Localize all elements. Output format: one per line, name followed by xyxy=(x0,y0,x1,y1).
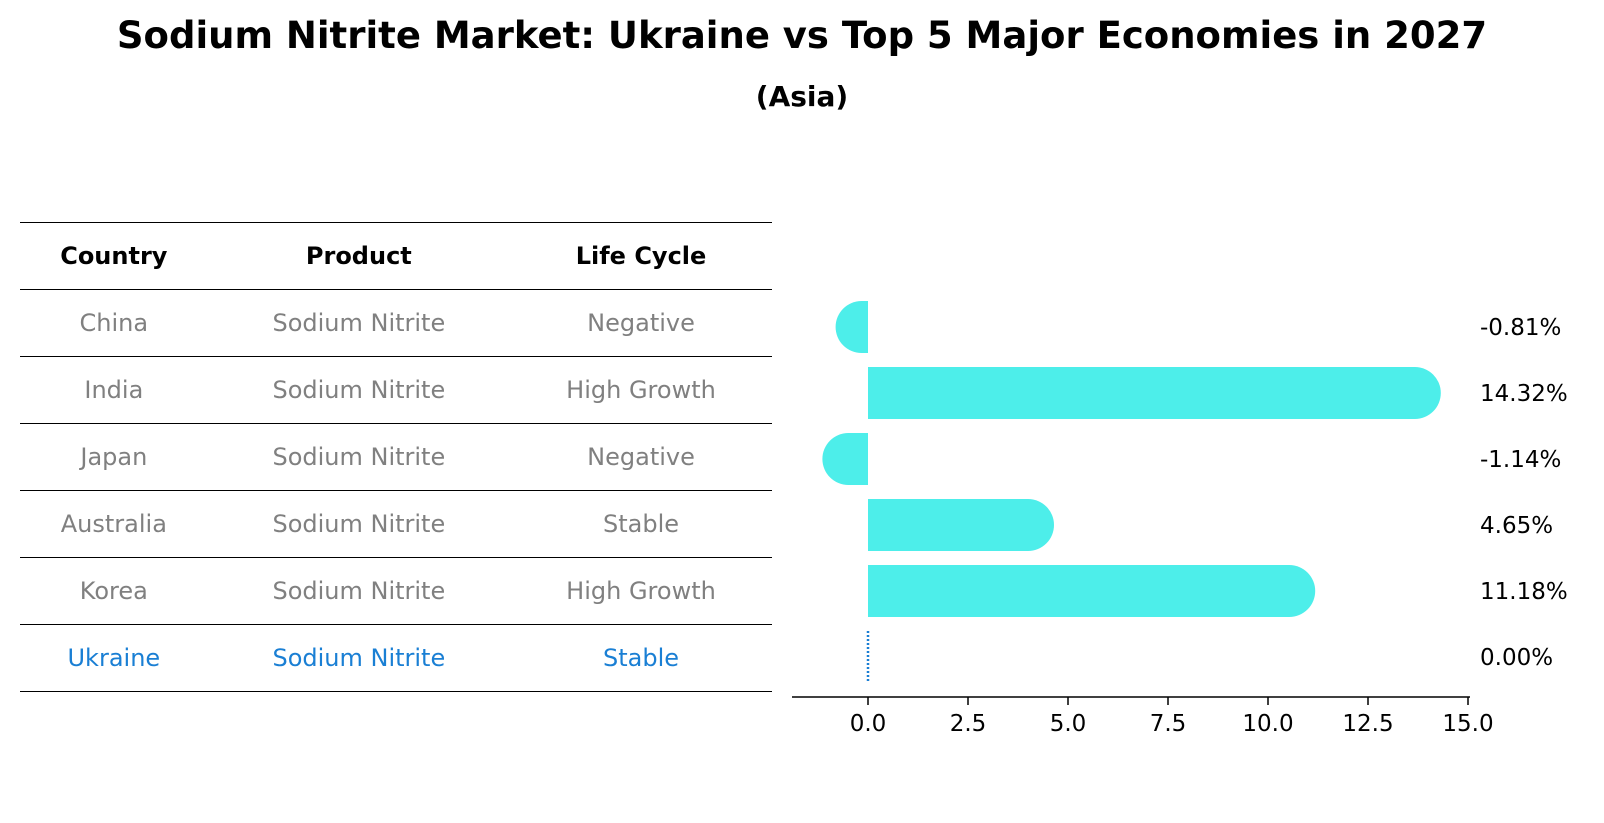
x-tick-label: 2.5 xyxy=(950,711,987,737)
cell-life-cycle: High Growth xyxy=(510,356,772,424)
cell-country: China xyxy=(20,289,208,357)
bar-korea xyxy=(868,565,1316,617)
cell-life-cycle: Stable xyxy=(510,624,772,692)
x-tick-label: 0.0 xyxy=(850,711,887,737)
data-table: Country Product Life Cycle China Sodium … xyxy=(20,222,772,692)
cell-product: Sodium Nitrite xyxy=(207,423,511,491)
cell-life-cycle: Negative xyxy=(510,289,772,357)
x-tick-label: 10.0 xyxy=(1242,711,1293,737)
value-label: -0.81% xyxy=(1480,315,1561,341)
cell-country: Korea xyxy=(20,557,208,625)
cell-country: Ukraine xyxy=(20,624,208,692)
value-label: 14.32% xyxy=(1480,381,1568,407)
cell-product: Sodium Nitrite xyxy=(207,356,511,424)
value-label: 11.18% xyxy=(1480,579,1568,605)
cell-product: Sodium Nitrite xyxy=(207,557,511,625)
header-product: Product xyxy=(207,222,511,290)
cell-country: Australia xyxy=(20,490,208,558)
cell-country: India xyxy=(20,356,208,424)
value-label: 4.65% xyxy=(1480,513,1553,539)
chart-subtitle: (Asia) xyxy=(755,80,849,113)
cell-product: Sodium Nitrite xyxy=(207,289,511,357)
bar-australia xyxy=(868,499,1054,551)
bar-india xyxy=(868,367,1441,419)
cell-life-cycle: Negative xyxy=(510,423,772,491)
table-row-highlight: Ukraine Sodium Nitrite Stable xyxy=(20,624,772,692)
table-row: India Sodium Nitrite High Growth xyxy=(20,356,772,424)
x-tick-label: 12.5 xyxy=(1342,711,1393,737)
chart-title: Sodium Nitrite Market: Ukraine vs Top 5 … xyxy=(116,14,1488,57)
bar-japan xyxy=(822,433,868,485)
value-label: -1.14% xyxy=(1480,447,1561,473)
cell-product: Sodium Nitrite xyxy=(207,490,511,558)
cell-life-cycle: Stable xyxy=(510,490,772,558)
value-label: 0.00% xyxy=(1480,645,1553,671)
table-header-row: Country Product Life Cycle xyxy=(20,222,772,290)
cell-product: Sodium Nitrite xyxy=(207,624,511,692)
bar-china xyxy=(835,301,868,353)
x-tick-label: 7.5 xyxy=(1150,711,1187,737)
table-row: China Sodium Nitrite Negative xyxy=(20,289,772,357)
table-row: Australia Sodium Nitrite Stable xyxy=(20,490,772,558)
x-tick-label: 5.0 xyxy=(1050,711,1087,737)
cell-life-cycle: High Growth xyxy=(510,557,772,625)
cell-country: Japan xyxy=(20,423,208,491)
table-row: Korea Sodium Nitrite High Growth xyxy=(20,557,772,625)
header-country: Country xyxy=(20,222,208,290)
header-life-cycle: Life Cycle xyxy=(510,222,772,290)
table-row: Japan Sodium Nitrite Negative xyxy=(20,423,772,491)
x-tick-label: 15.0 xyxy=(1442,711,1493,737)
